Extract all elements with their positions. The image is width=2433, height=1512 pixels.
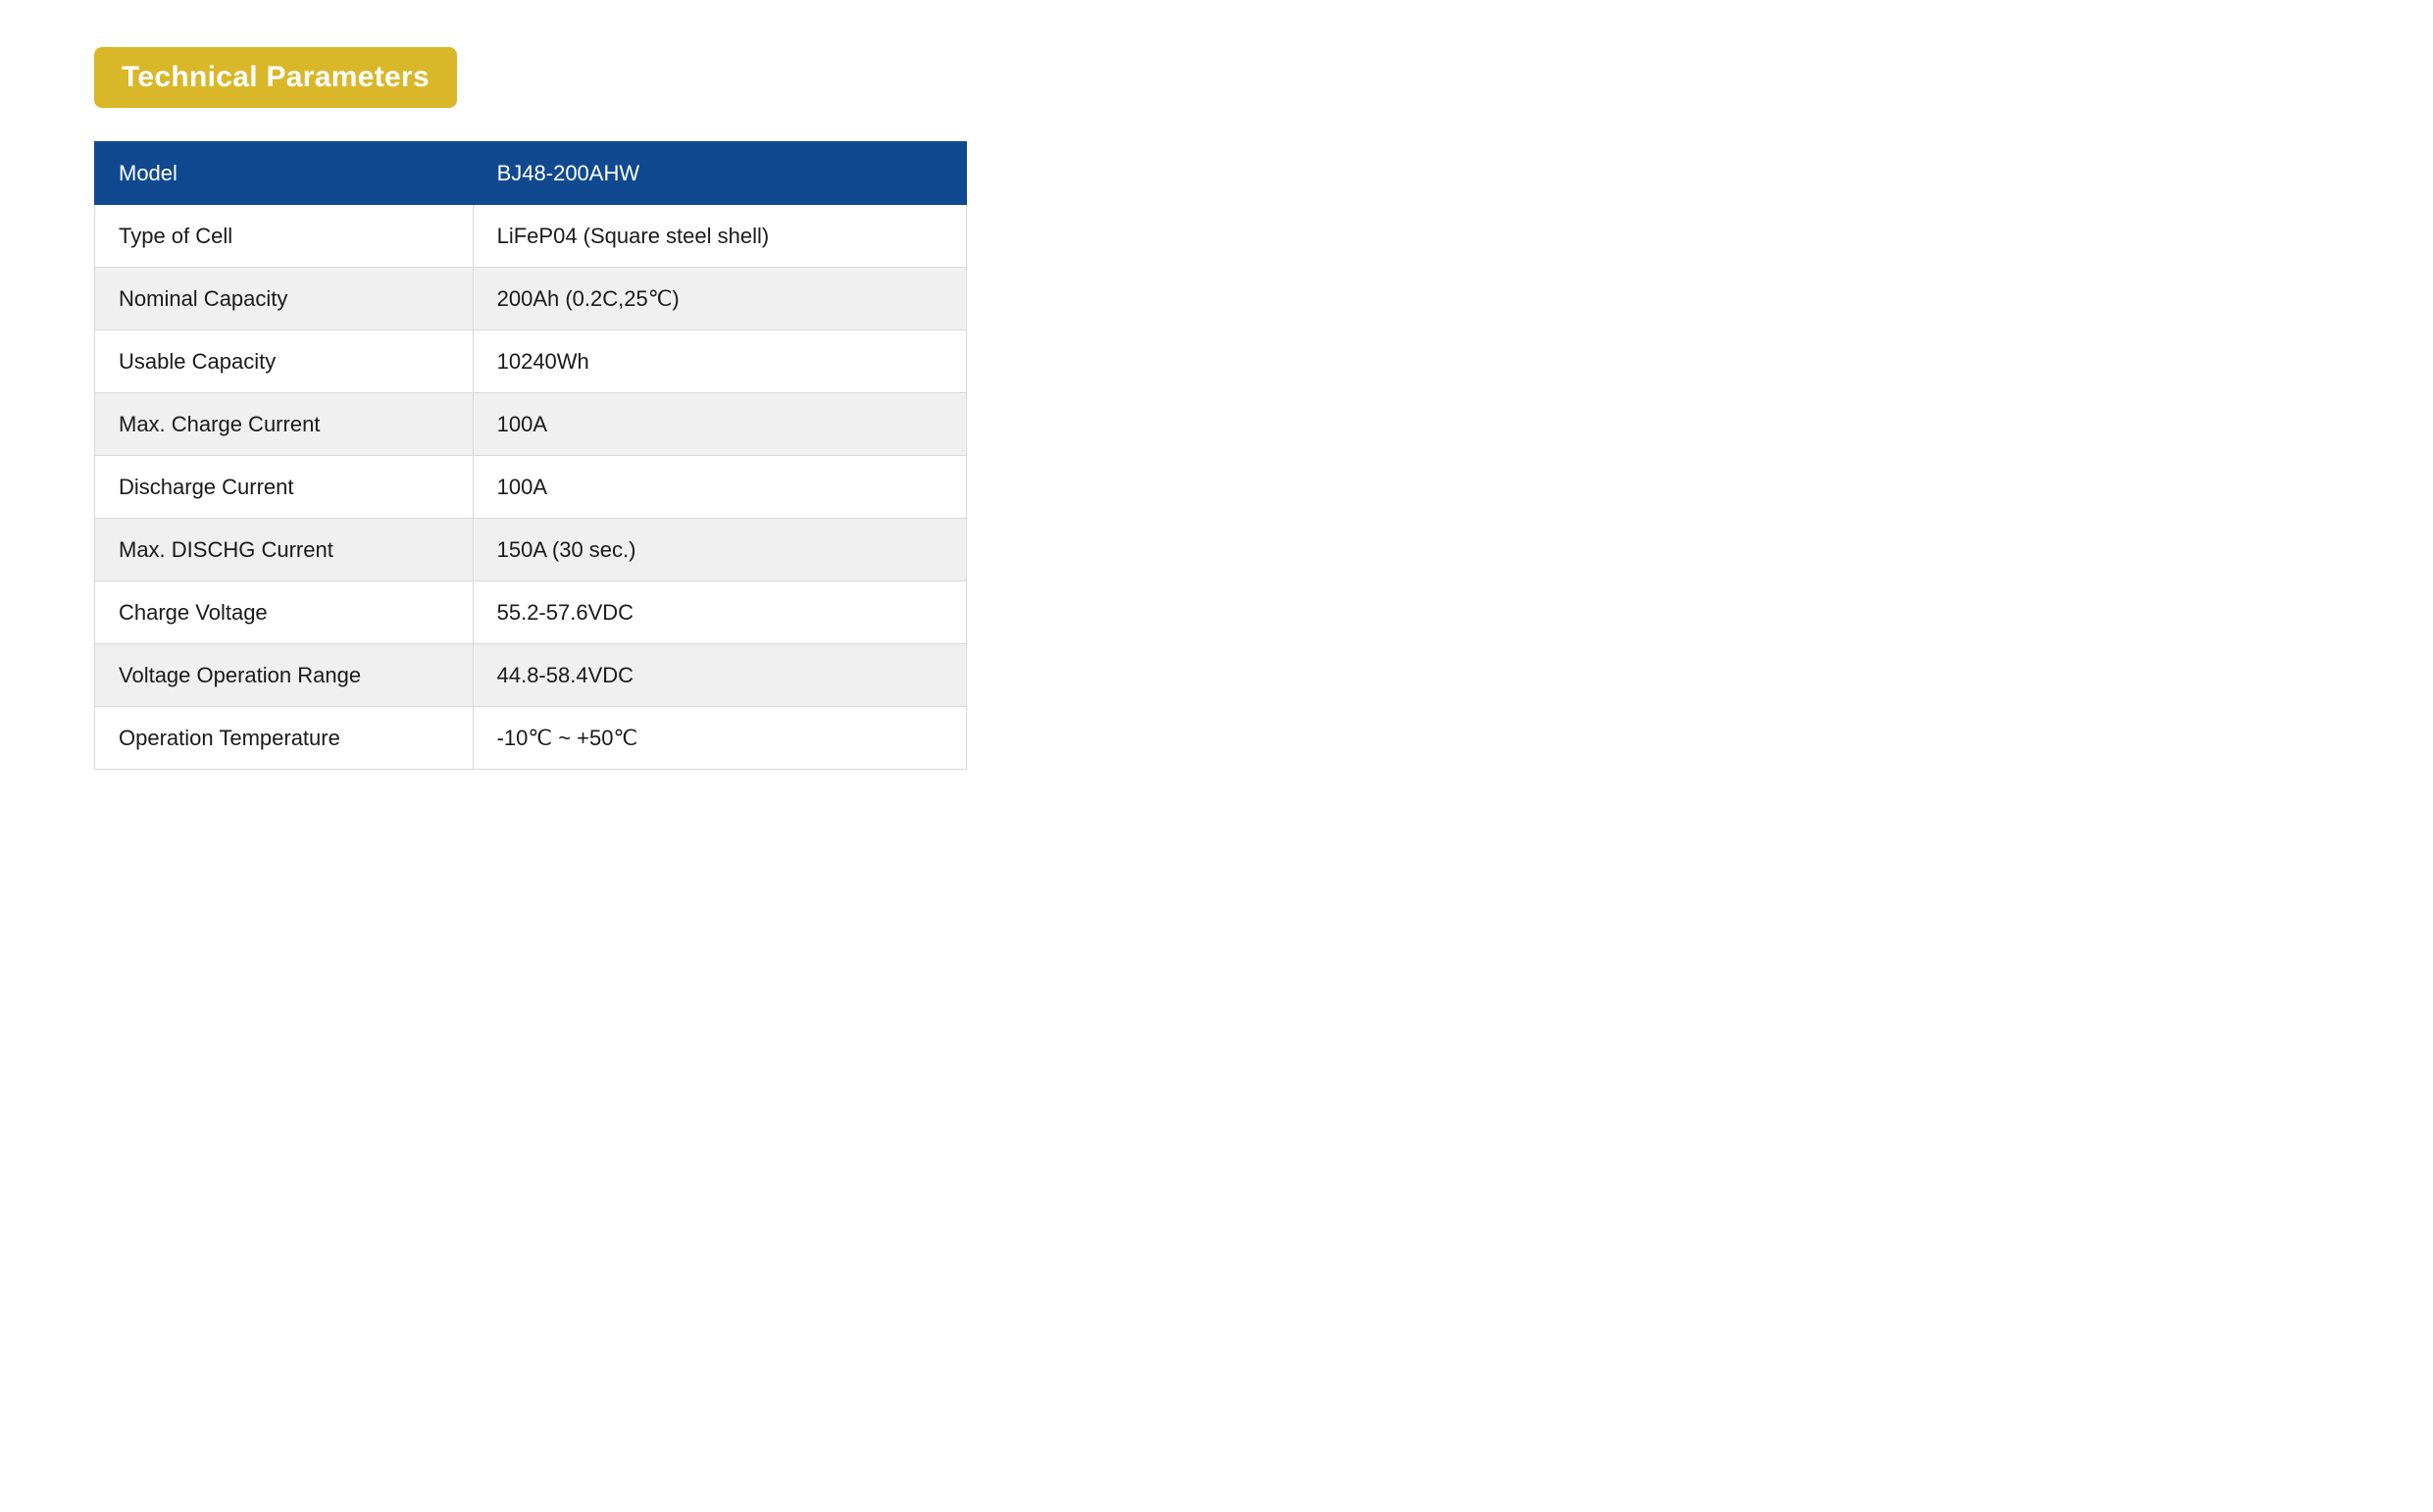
row-value: 150A (30 sec.) <box>473 519 966 581</box>
table-row: Max. DISCHG Current 150A (30 sec.) <box>95 519 967 581</box>
row-label: Max. Charge Current <box>95 393 474 456</box>
row-label: Operation Temperature <box>95 707 474 770</box>
section-title-badge: Technical Parameters <box>94 47 457 108</box>
table-row: Type of Cell LiFeP04 (Square steel shell… <box>95 205 967 268</box>
header-label: Model <box>95 142 474 205</box>
table-row: Usable Capacity 10240Wh <box>95 330 967 393</box>
row-value: 100A <box>473 393 966 456</box>
row-label: Usable Capacity <box>95 330 474 393</box>
row-value: 55.2-57.6VDC <box>473 581 966 644</box>
table-row: Charge Voltage 55.2-57.6VDC <box>95 581 967 644</box>
table-row: Voltage Operation Range 44.8-58.4VDC <box>95 644 967 707</box>
row-label: Type of Cell <box>95 205 474 268</box>
row-value: LiFeP04 (Square steel shell) <box>473 205 966 268</box>
row-label: Voltage Operation Range <box>95 644 474 707</box>
row-value: 44.8-58.4VDC <box>473 644 966 707</box>
row-label: Discharge Current <box>95 456 474 519</box>
row-value: 200Ah (0.2C,25℃) <box>473 268 966 330</box>
row-value: 100A <box>473 456 966 519</box>
table-row: Operation Temperature -10℃ ~ +50℃ <box>95 707 967 770</box>
row-label: Charge Voltage <box>95 581 474 644</box>
row-value: 10240Wh <box>473 330 966 393</box>
table-row: Discharge Current 100A <box>95 456 967 519</box>
table-row: Max. Charge Current 100A <box>95 393 967 456</box>
row-label: Max. DISCHG Current <box>95 519 474 581</box>
row-label: Nominal Capacity <box>95 268 474 330</box>
table-row: Nominal Capacity 200Ah (0.2C,25℃) <box>95 268 967 330</box>
row-value: -10℃ ~ +50℃ <box>473 707 966 770</box>
header-value: BJ48-200AHW <box>473 142 966 205</box>
spec-table: Model BJ48-200AHW Type of Cell LiFeP04 (… <box>94 141 967 770</box>
table-header-row: Model BJ48-200AHW <box>95 142 967 205</box>
